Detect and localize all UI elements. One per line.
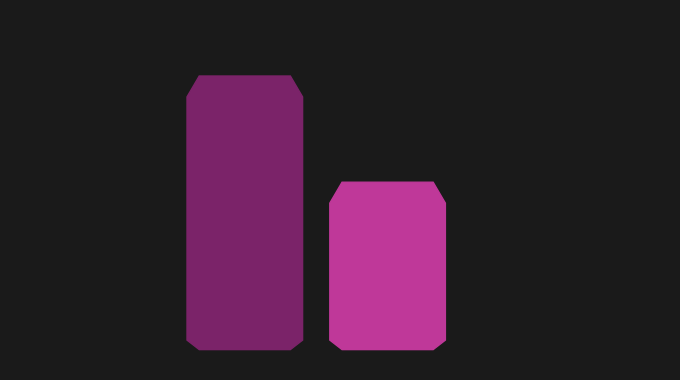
Polygon shape [187, 76, 303, 350]
Text: 5.20: 5.20 [373, 160, 402, 173]
Text: 8.50: 8.50 [230, 54, 260, 66]
Text: Wet-glue: Wet-glue [361, 357, 414, 370]
Text: Figure 9.1 Cost per ’000 label comparision – self-adhesive versus wet-glue label: Figure 9.1 Cost per ’000 label comparisi… [101, 11, 579, 24]
Polygon shape [330, 182, 445, 350]
Text: Self-adhesive: Self-adhesive [205, 357, 284, 370]
